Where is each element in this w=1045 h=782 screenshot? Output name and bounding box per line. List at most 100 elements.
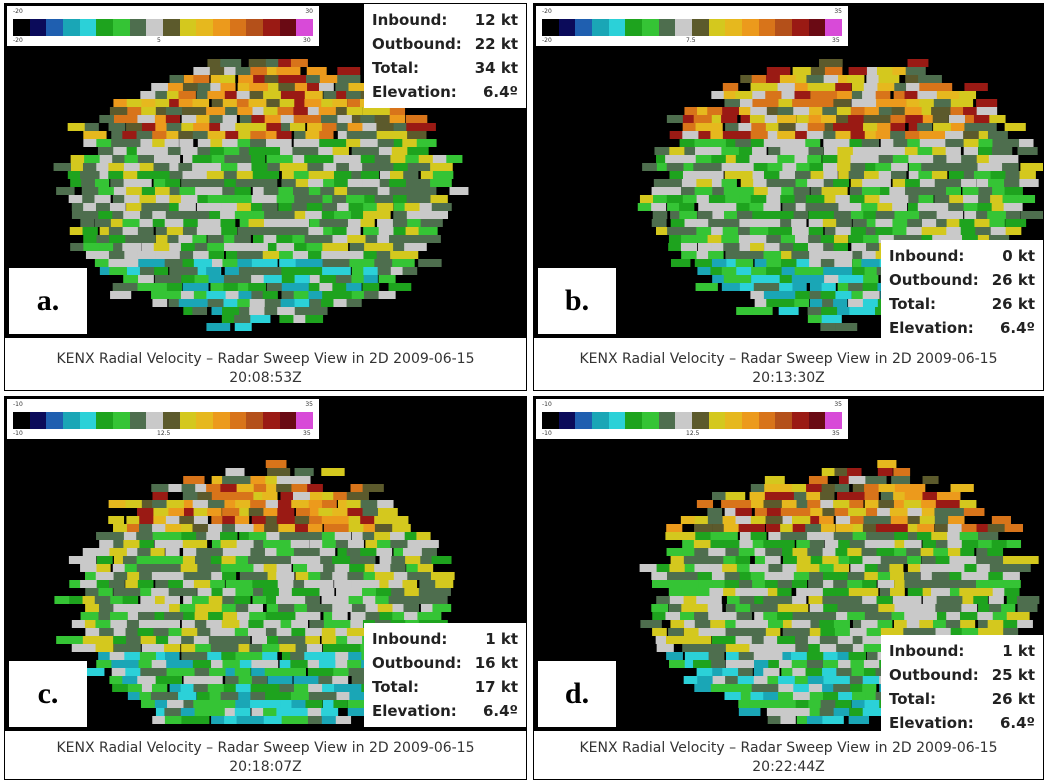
radar-gate [194, 275, 216, 283]
radar-gate [864, 267, 879, 275]
radar-gate [809, 572, 824, 580]
colorbar-swatch [96, 19, 114, 36]
radar-gate [183, 500, 200, 508]
radar-gate [211, 540, 227, 548]
radar-gate [248, 219, 271, 227]
radar-gate [346, 227, 361, 235]
radar-gate [85, 588, 101, 596]
radar-gate [838, 476, 857, 484]
radar-gate [947, 532, 968, 540]
radar-gate [168, 556, 187, 564]
radar-gate [989, 115, 1006, 123]
radar-sweep [54, 460, 459, 724]
radar-gate [363, 203, 380, 211]
radar-gate [346, 91, 369, 99]
radar-gate [735, 516, 755, 524]
radar-gate [781, 668, 803, 676]
radar-gate [850, 684, 873, 692]
radar-gate [308, 179, 329, 187]
radar-gate [933, 548, 951, 556]
radar-gate [365, 612, 383, 620]
radar-gate [404, 588, 425, 596]
radar-gate [322, 700, 339, 708]
radar-gate [155, 596, 171, 604]
radar-gate [336, 91, 352, 99]
radar-gate [768, 147, 792, 155]
radar-gate [988, 155, 1008, 163]
info-value: 6.4º [999, 714, 1035, 731]
radar-gate [697, 644, 721, 652]
radar-gate [837, 604, 861, 612]
radar-gate [166, 283, 183, 291]
radar-gate [206, 291, 227, 299]
radar-gate [220, 692, 240, 700]
radar-gate [782, 628, 797, 636]
radar-gate [293, 171, 314, 179]
radar-gate [838, 139, 858, 147]
radar-gate [962, 235, 983, 243]
radar-gate [810, 91, 827, 99]
radar-gate [877, 123, 899, 131]
radar-gate [181, 532, 202, 540]
radar-gate [169, 163, 186, 171]
radar-gate [791, 227, 813, 235]
radar-gate [253, 267, 271, 275]
radar-gate [166, 500, 188, 508]
radar-gate [178, 235, 203, 243]
radar-gate [122, 227, 141, 235]
panel-label: c. [9, 661, 87, 727]
radar-gate [978, 139, 997, 147]
radar-gate [778, 676, 797, 684]
radar-gate [725, 628, 748, 636]
radar-gate [876, 548, 897, 556]
radar-gate [908, 195, 925, 203]
radar-gate [165, 516, 189, 524]
radar-gate [192, 596, 215, 604]
radar-gate [878, 604, 898, 612]
radar-gate [908, 163, 929, 171]
radar-gate [168, 588, 192, 596]
radar-gate [695, 155, 716, 163]
radar-gate [377, 235, 397, 243]
radar-gate [1003, 203, 1023, 211]
radar-gate [152, 219, 177, 227]
radar-gate [667, 227, 689, 235]
radar-gate [333, 700, 348, 708]
radar-gate [266, 596, 284, 604]
radar-gate [206, 163, 222, 171]
radar-gate [739, 580, 760, 588]
radar-gate [390, 516, 409, 524]
radar-gate [307, 107, 328, 115]
radar-gate [68, 195, 86, 203]
radar-gate [877, 460, 897, 468]
radar-gate [419, 596, 439, 604]
radar-gate [864, 107, 882, 115]
radar-gate [890, 123, 906, 131]
colorbar-swatch [825, 19, 843, 36]
info-value: 16 kt [474, 654, 518, 672]
radar-gate [94, 596, 118, 604]
radar-gate [697, 267, 713, 275]
radar-gate [294, 99, 315, 107]
radar-gate [238, 291, 257, 299]
radar-gate [808, 227, 824, 235]
radar-gate [819, 99, 838, 107]
colorbar-swatch [96, 412, 114, 429]
radar-gate [222, 187, 240, 195]
radar-gate [778, 99, 799, 107]
radar-gate [320, 692, 338, 700]
radar-gate [931, 171, 948, 179]
radar-gate [932, 147, 950, 155]
radar-gate [739, 219, 759, 227]
radar-gate [777, 636, 797, 644]
radar-gate [293, 580, 308, 588]
radar-gate [725, 620, 746, 628]
radar-gate [307, 484, 323, 492]
radar-gate [960, 548, 975, 556]
colorbar-swatch [279, 412, 297, 429]
radar-gate [323, 163, 342, 171]
radar-gate [220, 219, 236, 227]
radar-gate [736, 203, 753, 211]
radar-gate [193, 580, 212, 588]
